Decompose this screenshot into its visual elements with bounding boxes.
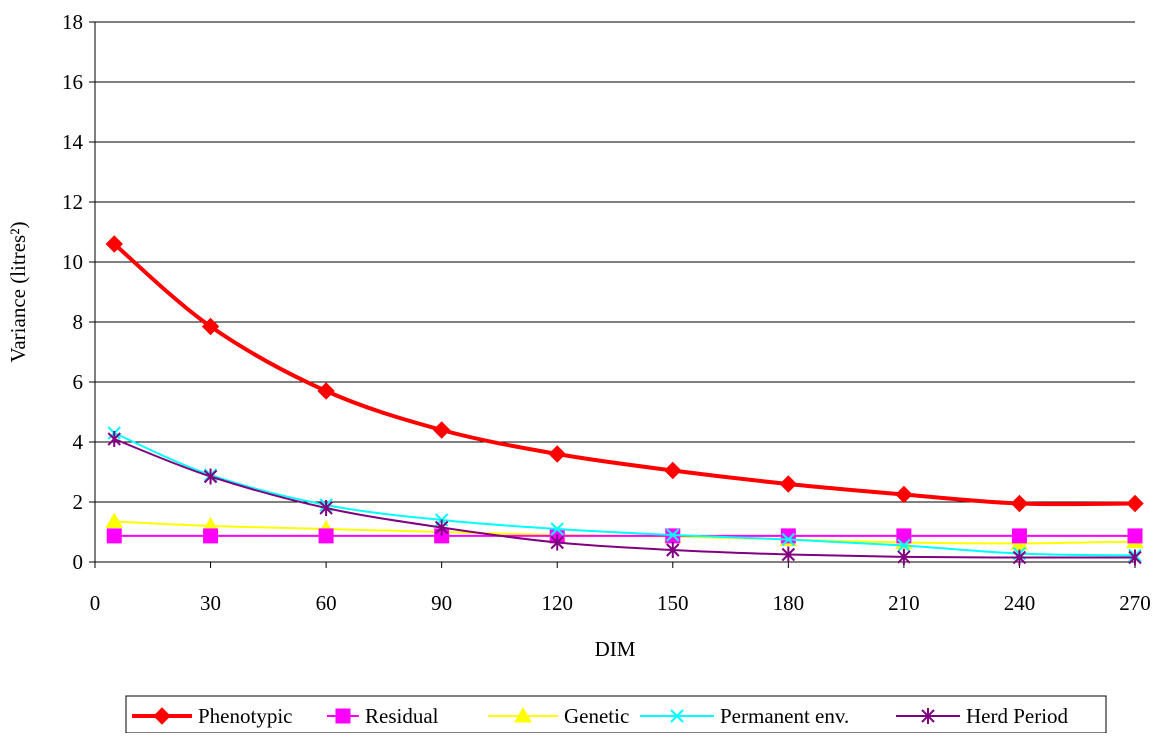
x-tick-label: 120 [541, 591, 573, 615]
data-point-herd-period [1012, 549, 1027, 566]
y-tick-label: 8 [73, 310, 84, 334]
data-point-herd-period [434, 519, 449, 536]
legend-swatch-marker [670, 709, 684, 723]
legend: Phenotypic Residual Genetic Permanent env. H… [125, 695, 1107, 734]
x-tick-label: 90 [431, 591, 452, 615]
y-tick-label: 16 [62, 70, 83, 94]
y-axis-title: Variance (litres²) [6, 222, 30, 363]
legend-swatch-marker [335, 708, 351, 724]
data-point-phenotypic [201, 317, 220, 336]
series-line-phenotypic [112, 242, 1136, 507]
y-tick-label: 2 [73, 490, 84, 514]
legend-swatch-marker [921, 708, 935, 724]
series-layer [105, 235, 1144, 566]
legend-label: Phenotypic [198, 704, 293, 728]
data-point-herd-period [203, 468, 218, 485]
legend-item-herd-period: Herd Period [896, 704, 1069, 728]
data-point-herd-period [550, 534, 564, 551]
data-point-residual [106, 528, 122, 544]
data-point-phenotypic [1126, 494, 1144, 513]
legend-item-phenotypic: Phenotypic [132, 704, 293, 728]
x-tick-label: 60 [316, 591, 337, 615]
data-point-residual [1127, 528, 1143, 544]
data-point-phenotypic [664, 461, 682, 480]
series-phenotypic [105, 235, 1144, 513]
legend-swatch-marker [514, 706, 532, 723]
data-point-residual [896, 528, 912, 544]
x-tick-label: 240 [1004, 591, 1036, 615]
legend-label: Herd Period [966, 704, 1069, 728]
series-line-permanent-env [113, 432, 1136, 557]
data-point-phenotypic [895, 485, 913, 504]
y-tick-label: 0 [73, 550, 84, 574]
x-axis-title: DIM [595, 637, 636, 661]
y-tick-label: 6 [73, 370, 84, 394]
data-point-herd-period [1128, 549, 1142, 566]
x-tick-label: 180 [773, 591, 805, 615]
gridlines [95, 21, 1135, 503]
y-tick-label: 12 [62, 190, 83, 214]
y-tick-label: 10 [62, 250, 83, 274]
series-genetic [105, 512, 1144, 550]
data-point-herd-period [319, 500, 333, 516]
legend-label: Residual [365, 704, 439, 728]
legend-item-genetic: Genetic [488, 704, 629, 728]
legend-frame [125, 695, 1107, 734]
data-point-phenotypic [105, 235, 123, 253]
series-herd-period [107, 431, 1142, 566]
legend-item-permanent-env: Permanent env. [640, 704, 849, 728]
legend-label: Genetic [564, 704, 629, 728]
data-point-phenotypic [317, 382, 335, 400]
y-tick-label: 18 [62, 10, 83, 34]
legend-item-residual: Residual [327, 704, 439, 728]
data-point-herd-period [107, 431, 121, 447]
data-point-phenotypic [779, 475, 798, 493]
y-tick-label: 14 [62, 130, 84, 154]
data-point-permanent-env [550, 522, 564, 536]
x-tick-label: 0 [90, 591, 101, 615]
data-point-herd-period [666, 542, 680, 558]
data-point-herd-period [781, 546, 796, 563]
data-point-residual [1011, 528, 1027, 544]
data-point-phenotypic [1010, 494, 1029, 513]
legend-label: Permanent env. [720, 704, 849, 728]
data-point-permanent-env [897, 538, 911, 553]
data-point-permanent-env [781, 532, 796, 547]
x-tick-label: 30 [200, 591, 221, 615]
data-point-genetic [105, 512, 124, 528]
data-point-phenotypic [548, 445, 566, 463]
data-point-residual [203, 528, 219, 544]
series-permanent-env [107, 426, 1142, 563]
data-point-residual [318, 528, 334, 544]
series-line-herd-period [113, 438, 1136, 559]
series-residual [106, 528, 1143, 544]
legend-swatch-marker [153, 707, 171, 725]
x-tick-label: 150 [657, 591, 689, 615]
data-point-phenotypic [432, 421, 451, 439]
data-point-permanent-env [666, 528, 680, 542]
x-tick-label: 270 [1119, 591, 1151, 615]
data-point-herd-period [897, 548, 911, 565]
y-tick-label: 4 [73, 430, 84, 454]
x-tick-label: 210 [888, 591, 920, 615]
